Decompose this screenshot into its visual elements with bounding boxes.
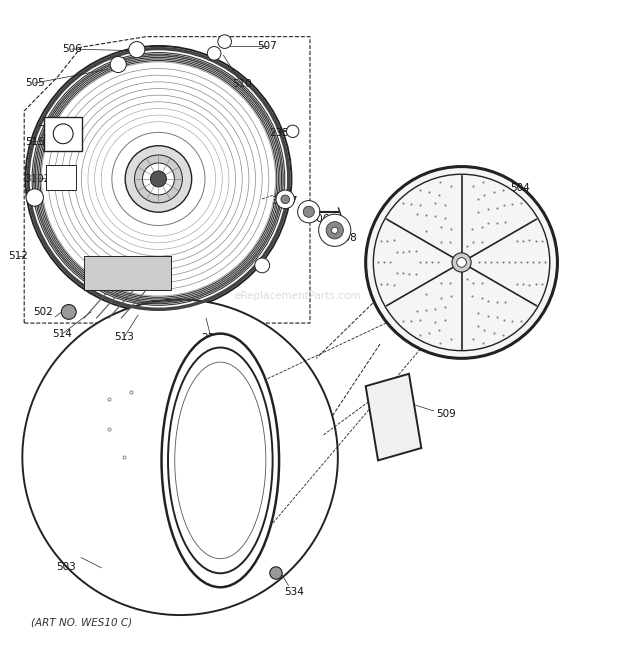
Text: 515: 515 xyxy=(25,137,45,147)
Circle shape xyxy=(110,56,126,73)
Text: 3127: 3127 xyxy=(271,196,297,206)
Text: 3106: 3106 xyxy=(303,214,329,224)
Circle shape xyxy=(218,35,231,48)
Circle shape xyxy=(25,46,291,312)
Circle shape xyxy=(366,167,557,358)
Text: 513: 513 xyxy=(115,332,135,342)
Bar xyxy=(46,165,76,190)
Ellipse shape xyxy=(162,334,279,587)
Circle shape xyxy=(452,253,471,272)
Text: 509: 509 xyxy=(436,409,456,419)
Text: 505: 505 xyxy=(25,78,45,88)
Circle shape xyxy=(281,195,290,204)
Text: 512: 512 xyxy=(8,251,28,261)
Text: 506: 506 xyxy=(62,44,82,54)
Text: 3102: 3102 xyxy=(25,174,51,184)
Bar xyxy=(44,117,82,151)
Circle shape xyxy=(151,171,166,187)
Text: (ART NO. WES10 C): (ART NO. WES10 C) xyxy=(30,617,131,627)
Circle shape xyxy=(26,189,43,206)
Circle shape xyxy=(207,46,221,60)
Text: 508: 508 xyxy=(337,233,357,243)
Text: 504: 504 xyxy=(510,183,530,193)
Circle shape xyxy=(286,125,299,137)
Text: 503: 503 xyxy=(56,562,76,572)
Circle shape xyxy=(298,200,320,223)
Circle shape xyxy=(61,305,76,319)
Polygon shape xyxy=(366,374,422,461)
Circle shape xyxy=(125,145,192,212)
Text: 502: 502 xyxy=(33,307,53,317)
Text: 534: 534 xyxy=(285,586,304,597)
Circle shape xyxy=(22,299,338,615)
Circle shape xyxy=(332,227,338,233)
Circle shape xyxy=(276,190,294,209)
Circle shape xyxy=(129,42,145,58)
Circle shape xyxy=(255,258,270,273)
Circle shape xyxy=(135,155,182,203)
Text: 507: 507 xyxy=(257,41,277,51)
Text: 514: 514 xyxy=(53,329,73,338)
Bar xyxy=(84,256,171,290)
Circle shape xyxy=(457,258,466,267)
Text: 235: 235 xyxy=(269,128,289,137)
Circle shape xyxy=(319,214,351,247)
Text: 237: 237 xyxy=(201,333,221,343)
Circle shape xyxy=(143,163,174,195)
Circle shape xyxy=(303,206,314,217)
Circle shape xyxy=(270,567,282,579)
Text: 510: 510 xyxy=(232,79,252,89)
Text: eReplacementParts.com: eReplacementParts.com xyxy=(234,292,361,301)
Circle shape xyxy=(326,221,343,239)
